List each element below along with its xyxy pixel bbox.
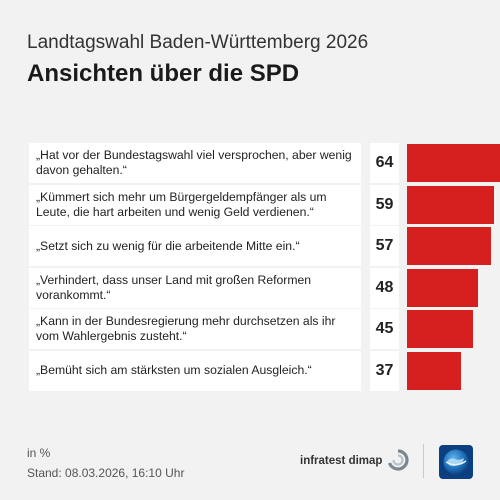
value-label: 48 <box>370 267 399 308</box>
bar <box>407 144 500 182</box>
bar-row: „Kann in der Bundesregierung mehr durchs… <box>29 309 474 349</box>
bar <box>407 351 462 390</box>
value-label: 57 <box>370 226 399 266</box>
bar-row: „Verhindert, dass unser Land mit großen … <box>29 267 478 308</box>
unit-label: in % <box>27 446 51 460</box>
value-label: 45 <box>370 309 399 349</box>
bar <box>407 185 494 224</box>
category-label: „Verhindert, dass unser Land mit großen … <box>29 267 361 308</box>
bar <box>407 227 491 265</box>
brand-name: infratest dimap <box>300 455 383 467</box>
footer-divider <box>423 444 424 478</box>
category-label: „Hat vor der Bundestagswahl viel verspro… <box>29 143 361 183</box>
tagesschau-globe-icon <box>439 445 473 479</box>
bar-row: „Hat vor der Bundestagswahl viel verspro… <box>29 143 500 183</box>
bar <box>407 268 478 307</box>
category-label: „Kümmert sich mehr um Bürgergeldempfänge… <box>29 184 361 225</box>
chart-title: Ansichten über die SPD <box>27 60 300 87</box>
category-label: „Bemüht sich am stärksten um sozialen Au… <box>29 350 361 391</box>
bar-row: „Kümmert sich mehr um Bürgergeldempfänge… <box>29 184 494 225</box>
bar <box>407 310 474 348</box>
timestamp-label: Stand: 08.03.2026, 16:10 Uhr <box>27 466 185 480</box>
bar-row: „Setzt sich zu wenig für die arbeitende … <box>29 226 491 266</box>
value-label: 37 <box>370 350 399 391</box>
value-label: 59 <box>370 184 399 225</box>
category-label: „Setzt sich zu wenig für die arbeitende … <box>29 226 361 266</box>
bar-row: „Bemüht sich am stärksten um sozialen Au… <box>29 350 473 391</box>
infratest-dimap-logo-icon <box>387 449 409 471</box>
category-label: „Kann in der Bundesregierung mehr durchs… <box>29 309 361 349</box>
chart-subtitle: Landtagswahl Baden-Württemberg 2026 <box>27 32 369 53</box>
value-label: 64 <box>370 143 399 183</box>
